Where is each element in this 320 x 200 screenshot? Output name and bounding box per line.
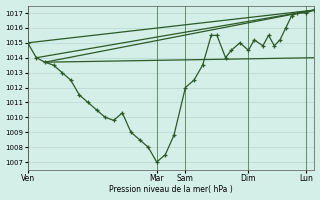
X-axis label: Pression niveau de la mer( hPa ): Pression niveau de la mer( hPa ) xyxy=(109,185,233,194)
